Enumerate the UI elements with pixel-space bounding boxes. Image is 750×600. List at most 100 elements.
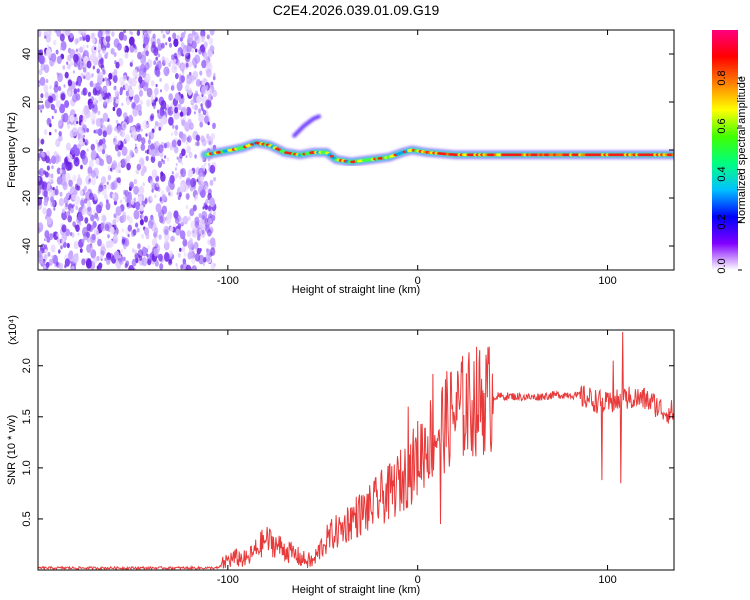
noise-speckle — [139, 204, 144, 212]
noise-speckle — [106, 124, 113, 134]
noise-speckle — [143, 215, 148, 223]
noise-speckle — [117, 177, 121, 184]
noise-speckle — [174, 167, 178, 171]
noise-speckle — [207, 205, 212, 212]
noise-speckle — [40, 62, 46, 71]
noise-speckle — [97, 207, 100, 213]
noise-speckle — [186, 230, 192, 238]
noise-speckle — [110, 226, 115, 234]
noise-speckle — [50, 196, 54, 203]
noise-speckle — [106, 51, 109, 56]
noise-speckle — [104, 193, 108, 200]
noise-speckle — [82, 66, 87, 73]
noise-speckle — [192, 105, 195, 110]
noise-speckle — [187, 252, 192, 260]
noise-speckle — [176, 34, 180, 40]
snr-x-tick-label: 0 — [415, 574, 421, 586]
noise-speckle — [44, 249, 48, 254]
noise-speckle — [132, 107, 138, 117]
noise-speckle — [122, 74, 127, 81]
noise-speckle — [117, 139, 121, 146]
noise-speckle — [142, 56, 147, 62]
noise-speckle — [101, 148, 106, 155]
noise-speckle — [132, 69, 138, 78]
noise-speckle — [202, 262, 205, 266]
noise-speckle — [154, 194, 157, 199]
noise-speckle — [127, 224, 132, 232]
noise-speckle — [115, 61, 120, 69]
snr-line-layer — [38, 331, 674, 570]
noise-speckle — [107, 234, 110, 239]
noise-speckle — [44, 35, 47, 39]
noise-speckle — [203, 41, 208, 48]
noise-speckle — [201, 210, 208, 221]
noise-speckle — [171, 139, 177, 148]
noise-speckle — [75, 117, 79, 122]
noise-speckle — [117, 151, 121, 157]
noise-speckle — [121, 158, 128, 168]
noise-speckle — [97, 128, 103, 137]
spectrogram-x-tick-label: -100 — [217, 275, 239, 287]
noise-speckle — [138, 89, 144, 97]
noise-speckle — [39, 76, 46, 86]
noise-speckle — [91, 170, 96, 178]
noise-speckle — [118, 31, 125, 41]
noise-speckle — [152, 33, 156, 39]
noise-speckle — [38, 170, 42, 175]
noise-speckle — [58, 134, 63, 142]
noise-speckle — [114, 250, 120, 260]
noise-speckle — [206, 100, 212, 108]
noise-speckle — [175, 162, 178, 167]
noise-speckle — [151, 169, 158, 179]
noise-speckle — [75, 205, 79, 210]
noise-speckle — [182, 72, 185, 76]
noise-speckle — [39, 97, 43, 103]
noise-speckle — [93, 209, 96, 214]
noise-speckle — [114, 88, 119, 96]
noise-speckle — [198, 213, 202, 219]
noise-speckle — [208, 162, 211, 167]
noise-speckle — [46, 207, 52, 217]
noise-speckle — [89, 111, 96, 121]
noise-speckle — [207, 217, 212, 225]
noise-speckle — [110, 48, 115, 55]
noise-speckle — [74, 113, 77, 118]
noise-speckle — [90, 176, 97, 186]
noise-speckle — [69, 32, 74, 39]
noise-speckle — [67, 124, 70, 129]
noise-speckle — [98, 49, 101, 54]
noise-speckle — [181, 119, 186, 126]
noise-speckle — [41, 247, 44, 251]
noise-speckle — [206, 133, 210, 140]
noise-speckle — [160, 115, 167, 125]
noise-speckle — [108, 95, 113, 103]
noise-speckle — [186, 145, 192, 154]
spectrogram-x-tick-label: 100 — [598, 275, 616, 287]
noise-speckle — [191, 227, 198, 238]
noise-speckle — [83, 185, 88, 192]
noise-speckle — [171, 235, 176, 242]
noise-speckle — [138, 71, 143, 78]
noise-speckle — [133, 185, 140, 195]
noise-speckle — [189, 237, 193, 244]
noise-speckle — [94, 97, 97, 103]
noise-speckle — [90, 143, 96, 151]
noise-speckle — [180, 32, 185, 40]
colorbar-gradient — [712, 30, 738, 270]
noise-speckle — [149, 216, 155, 226]
noise-speckle — [102, 112, 109, 122]
noise-speckle — [207, 239, 211, 245]
noise-speckle — [186, 42, 193, 53]
noise-speckle — [82, 138, 86, 143]
noise-speckle — [176, 51, 181, 59]
noise-speckle — [126, 99, 130, 106]
noise-speckle — [205, 108, 208, 112]
noise-speckle — [66, 242, 70, 249]
noise-speckle — [128, 88, 134, 98]
noise-speckle — [139, 157, 145, 166]
noise-speckle — [77, 212, 83, 221]
noise-speckle — [150, 155, 156, 163]
noise-speckle — [121, 146, 128, 157]
noise-speckle — [48, 258, 54, 266]
noise-speckle — [191, 40, 197, 50]
